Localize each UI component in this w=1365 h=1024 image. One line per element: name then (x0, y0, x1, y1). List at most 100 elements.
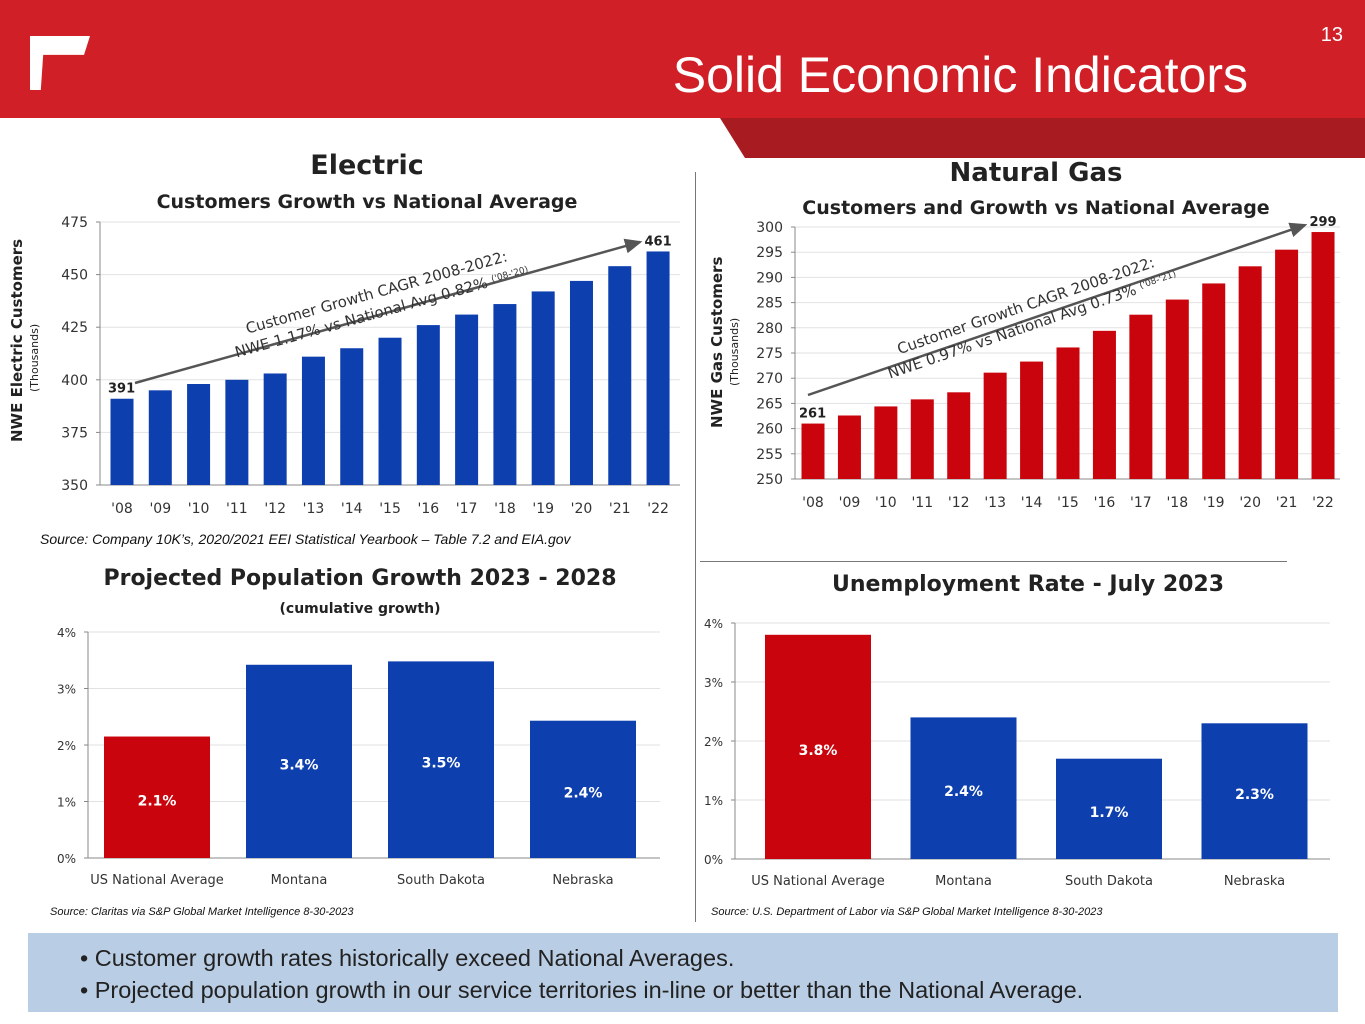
unemployment-bar (765, 634, 871, 859)
electric-y-tick-label: 350 (61, 478, 88, 494)
gas-y-tick-label: 260 (756, 422, 783, 438)
gas-bar (983, 372, 1007, 479)
electric-y-tick-label: 375 (61, 425, 88, 441)
unemployment-data-label: 2.4% (944, 784, 983, 800)
gas-x-tick-label: '21 (1276, 495, 1298, 511)
header-accent-strip (720, 118, 1365, 158)
population-chart-title: Projected Population Growth 2023 - 2028 (103, 566, 617, 591)
population-bar (246, 664, 352, 858)
electric-bar (187, 384, 211, 485)
electric-y-tick-label: 450 (61, 268, 88, 284)
unemployment-chart-title: Unemployment Rate - July 2023 (831, 572, 1225, 597)
header-bar (0, 0, 1365, 118)
electric-x-tick-label: '22 (647, 501, 669, 517)
unemployment-data-label: 3.8% (799, 743, 838, 759)
unemployment-data-label: 1.7% (1090, 805, 1129, 821)
population-y-tick-label: 0% (57, 852, 76, 866)
electric-bar (493, 304, 517, 485)
bullet-population-growth: • Projected population growth in our ser… (80, 977, 1084, 1003)
population-bar (104, 736, 210, 858)
electric-x-tick-label: '16 (417, 501, 439, 517)
electric-bar (110, 398, 134, 485)
gas-x-tick-label: '14 (1021, 495, 1043, 511)
unemployment-y-tick-label: 2% (704, 735, 723, 749)
gas-x-tick-label: '16 (1094, 495, 1116, 511)
gas-bar (1165, 299, 1189, 479)
electric-bar (378, 337, 402, 485)
population-data-label: 2.1% (138, 793, 177, 809)
gas-bar (1202, 283, 1226, 479)
electric-y-tick-label: 425 (61, 320, 88, 336)
gas-x-tick-label: '11 (911, 495, 933, 511)
electric-x-tick-label: '17 (456, 501, 478, 517)
electric-bar (646, 251, 670, 485)
gas-x-tick-label: '18 (1166, 495, 1188, 511)
unemployment-x-tick-label: Montana (935, 874, 992, 889)
gas-x-tick-label: '13 (984, 495, 1006, 511)
gas-bar (1238, 266, 1262, 479)
electric-chart-title: Electric (310, 150, 424, 181)
gas-bar (837, 415, 861, 479)
gas-bar (947, 392, 971, 479)
population-y-tick-label: 4% (57, 626, 76, 640)
gas-x-tick-label: '20 (1239, 495, 1261, 511)
electric-y-tick-label: 475 (61, 215, 88, 231)
page-number: 13 (1320, 24, 1343, 46)
electric-x-tick-label: '19 (532, 501, 554, 517)
gas-last-value-label: 299 (1309, 215, 1336, 230)
gas-y-tick-label: 250 (756, 472, 783, 488)
unemployment-x-tick-label: Nebraska (1224, 874, 1285, 889)
population-y-tick-label: 2% (57, 739, 76, 753)
electric-y-tick-label: 400 (61, 373, 88, 389)
gas-y-tick-label: 275 (756, 346, 783, 362)
population-data-label: 3.4% (280, 757, 319, 773)
gas-x-tick-label: '15 (1057, 495, 1079, 511)
gas-bar (910, 399, 934, 479)
unemployment-y-tick-label: 4% (704, 617, 723, 631)
electric-last-value-label: 461 (644, 234, 671, 249)
population-x-tick-label: US National Average (90, 873, 224, 888)
annotation-line-1: Customer Growth CAGR 2008-2022: (895, 253, 1157, 358)
electric-chart-subtitle: Customers Growth vs National Average (156, 191, 578, 213)
unemployment-y-tick-label: 0% (704, 853, 723, 867)
gas-bar (1129, 314, 1153, 479)
electric-bar (608, 266, 632, 485)
gas-chart-title: Natural Gas (949, 158, 1123, 188)
key-points-box: • Customer growth rates historically exc… (28, 933, 1338, 1012)
electric-bar (263, 373, 287, 485)
gas-bar (1275, 249, 1299, 479)
population-chart-subtitle: (cumulative growth) (279, 601, 441, 617)
electric-bar (455, 314, 479, 485)
slide-title: Solid Economic Indicators (672, 47, 1248, 103)
gas-x-tick-label: '12 (948, 495, 970, 511)
population-y-tick-label: 3% (57, 683, 76, 697)
gas-bar (1311, 232, 1335, 479)
unemployment-source: Source: U.S. Department of Labor via S&P… (711, 906, 1103, 918)
gas-y-tick-label: 280 (756, 321, 783, 337)
electric-x-tick-label: '11 (226, 501, 248, 517)
gas-x-tick-label: '08 (802, 495, 824, 511)
gas-x-tick-label: '09 (839, 495, 861, 511)
unemployment-x-tick-label: US National Average (751, 874, 885, 889)
gas-y-tick-label: 270 (756, 371, 783, 387)
electric-x-tick-label: '13 (303, 501, 325, 517)
gas-y-tick-label: 290 (756, 270, 783, 286)
unemployment-bar (1201, 723, 1308, 859)
gas-y-tick-label: 295 (756, 245, 783, 261)
electric-x-tick-label: '08 (111, 501, 133, 517)
electric-x-tick-label: '18 (494, 501, 516, 517)
electric-x-tick-label: '09 (149, 501, 171, 517)
unemployment-y-tick-label: 3% (704, 676, 723, 690)
gas-trend-arrow (807, 222, 1308, 397)
population-bar (388, 661, 494, 858)
gas-bar (874, 406, 898, 479)
gas-y-tick-label: 255 (756, 447, 783, 463)
electric-bar (225, 379, 249, 485)
gas-bar (801, 423, 825, 479)
unemployment-data-label: 2.3% (1235, 787, 1274, 803)
population-data-label: 3.5% (422, 756, 461, 772)
gas-x-tick-label: '19 (1203, 495, 1225, 511)
electric-bar (416, 325, 440, 485)
electric-source: Source: Company 10K’s, 2020/2021 EEI Sta… (40, 531, 571, 547)
